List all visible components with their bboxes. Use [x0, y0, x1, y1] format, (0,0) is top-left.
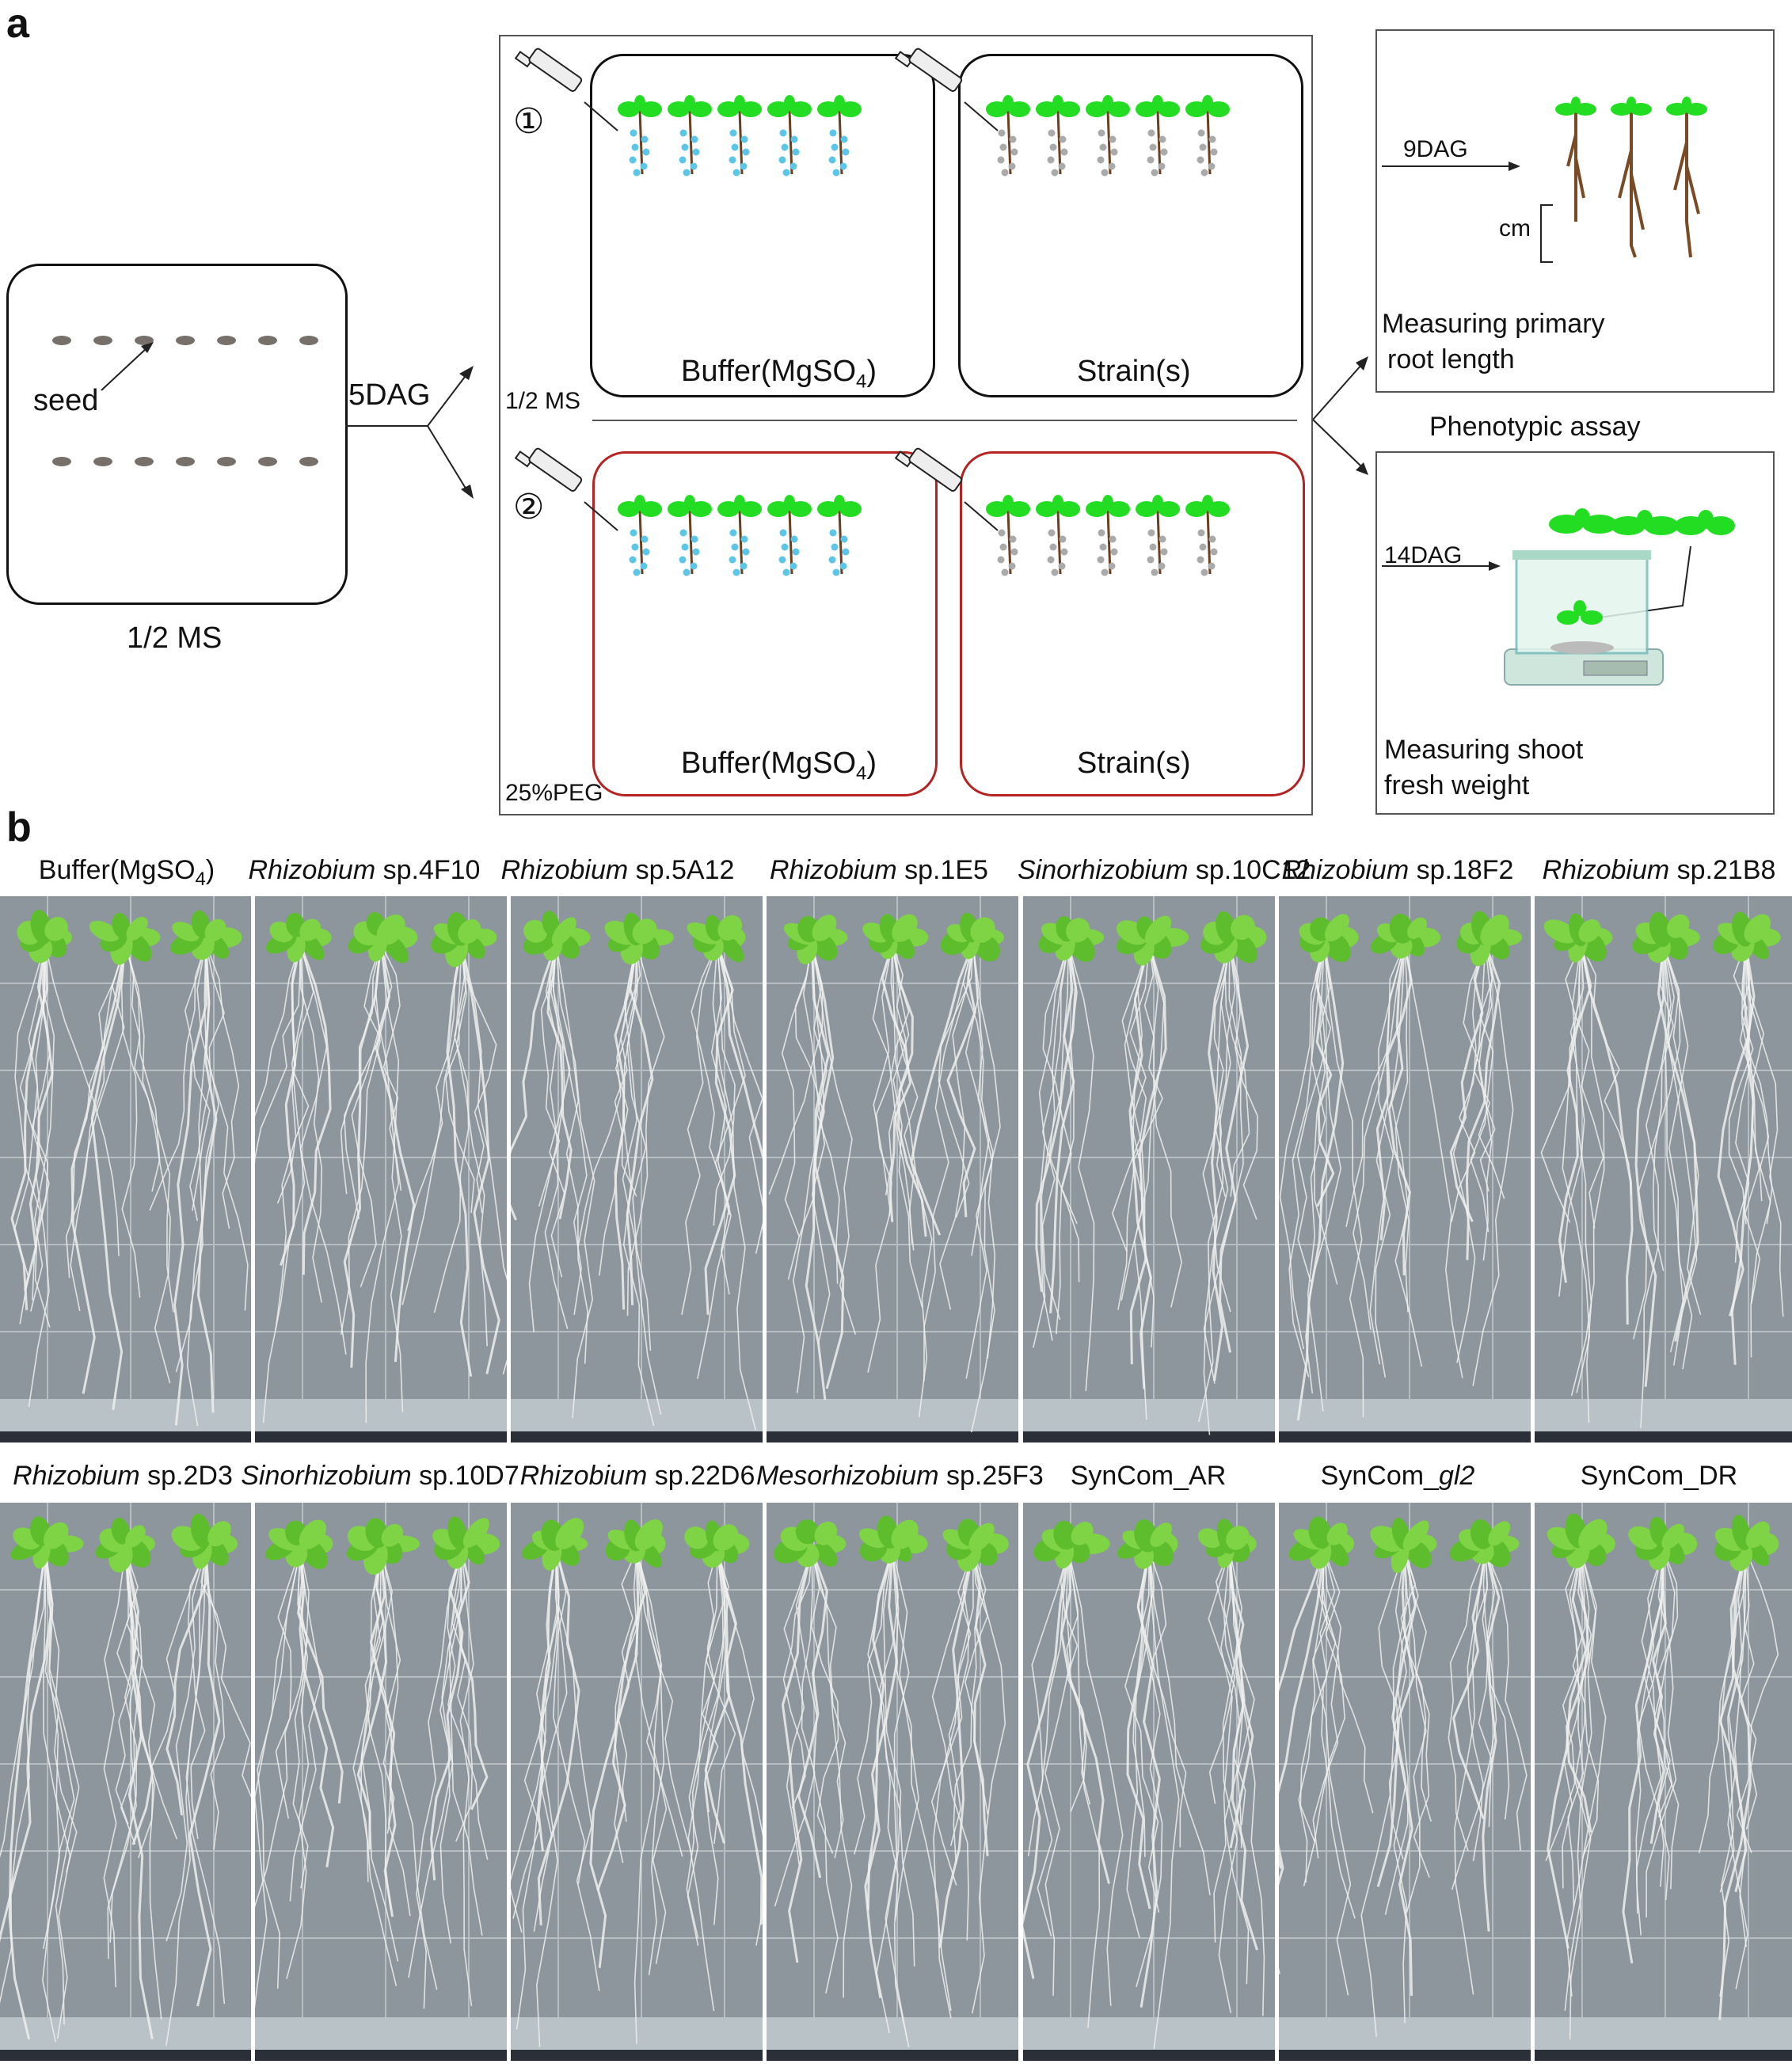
assay-arrows	[1312, 356, 1368, 475]
photo-label: Sinorhizobium sp.10C12	[1018, 855, 1311, 885]
photo-label: Buffer(MgSO4)	[38, 855, 215, 890]
panel-a-letter: a	[6, 1, 29, 47]
seedling-drawings	[618, 95, 1230, 576]
treatment-divider	[592, 420, 1297, 421]
plate-photo	[1279, 896, 1531, 1443]
photo-label: Rhizobium sp.4F10	[248, 855, 481, 885]
plate-photo	[767, 1503, 1018, 2061]
plate-photo	[255, 1503, 507, 2061]
pipette-icon	[894, 447, 999, 531]
scale-unit: cm	[1499, 215, 1531, 241]
pipette-icon	[514, 447, 618, 531]
seedling	[1136, 95, 1180, 177]
root-assay-caption-2: root length	[1387, 344, 1515, 374]
shoot-assay-caption-2: fresh weight	[1384, 770, 1530, 800]
seedling	[817, 95, 862, 177]
plate-photo	[511, 896, 763, 1443]
condition-1-medium: 1/2 MS	[505, 388, 581, 414]
photo-label: SynCom_gl2	[1320, 1461, 1475, 1491]
seedling	[618, 495, 662, 576]
shoot-assay-caption-1: Measuring shoot	[1384, 735, 1584, 765]
panel-b-letter: b	[6, 804, 32, 850]
seedling	[1036, 495, 1080, 576]
seedling	[986, 95, 1030, 177]
condition-1-buffer-label: Buffer(MgSO4)	[681, 355, 877, 393]
plate-photo	[1279, 1503, 1531, 2061]
photo-label: SynCom_DR	[1580, 1461, 1738, 1491]
pipette-icon	[514, 48, 618, 131]
photo-label: Rhizobium sp.21B8	[1542, 855, 1776, 885]
seedling	[1086, 95, 1130, 177]
root-seedlings	[1555, 97, 1707, 258]
seedling	[668, 95, 712, 177]
photo-label: Rhizobium sp.2D3	[13, 1461, 233, 1491]
photo-label: Sinorhizobium sp.10D7	[241, 1461, 519, 1491]
seedling	[717, 95, 762, 177]
seed-label: seed	[33, 384, 99, 417]
transfer-day-label: 5DAG	[348, 378, 431, 412]
seedling	[1036, 95, 1080, 177]
photo-label: SynCom_AR	[1070, 1461, 1227, 1491]
seedling	[717, 495, 762, 576]
condition-1-marker: ①	[513, 101, 545, 142]
photo-label: Rhizobium sp.5A12	[500, 855, 735, 885]
seedling	[1136, 495, 1180, 576]
seedling	[767, 495, 812, 576]
seedling	[767, 95, 812, 177]
plate-photo	[0, 1503, 251, 2061]
seedling	[986, 495, 1030, 576]
scale-bar	[1540, 204, 1553, 263]
condition-2-buffer-label: Buffer(MgSO4)	[681, 747, 877, 785]
seed-plate	[6, 264, 348, 605]
balance-icon	[1504, 508, 1735, 686]
pipette-icon	[894, 48, 999, 131]
seedling	[817, 495, 862, 576]
seedling	[1086, 495, 1130, 576]
shoot-assay-day: 14DAG	[1384, 542, 1463, 568]
photo-label: Rhizobium sp.18F2	[1281, 855, 1514, 885]
plate-photo	[511, 1503, 763, 2061]
transfer-arrows	[345, 366, 474, 499]
seedling	[1185, 495, 1230, 576]
plate-photo	[767, 896, 1018, 1443]
plate-photo	[1535, 1503, 1792, 2061]
shoot-assay-arrow	[1382, 561, 1501, 571]
root-assay-caption-1: Measuring primary	[1382, 309, 1605, 339]
root-assay-arrow	[1382, 162, 1520, 171]
photo-label: Rhizobium sp.1E5	[770, 855, 988, 885]
seed-plate-medium: 1/2 MS	[127, 621, 223, 655]
condition-2-marker: ②	[513, 487, 545, 527]
plate-photo	[255, 896, 507, 1443]
root-assay-day: 9DAG	[1403, 136, 1468, 162]
seedling	[668, 495, 712, 576]
phenotypic-assay-title: Phenotypic assay	[1429, 412, 1641, 442]
condition-2-strain-label: Strain(s)	[1077, 747, 1191, 780]
photo-label: Mesorhizobium sp.25F3	[756, 1461, 1044, 1491]
photo-label: Rhizobium sp.22D6	[519, 1461, 755, 1491]
seed-rows	[52, 336, 318, 466]
plate-photo	[1535, 896, 1792, 1443]
plate-photo	[1023, 896, 1275, 1443]
condition-2-medium: 25%PEG	[505, 780, 603, 806]
plate-photo	[0, 896, 251, 1443]
condition-1-strain-label: Strain(s)	[1077, 355, 1191, 388]
plate-photo	[1023, 1503, 1275, 2061]
seedling	[1185, 95, 1230, 177]
seedling	[618, 95, 662, 177]
